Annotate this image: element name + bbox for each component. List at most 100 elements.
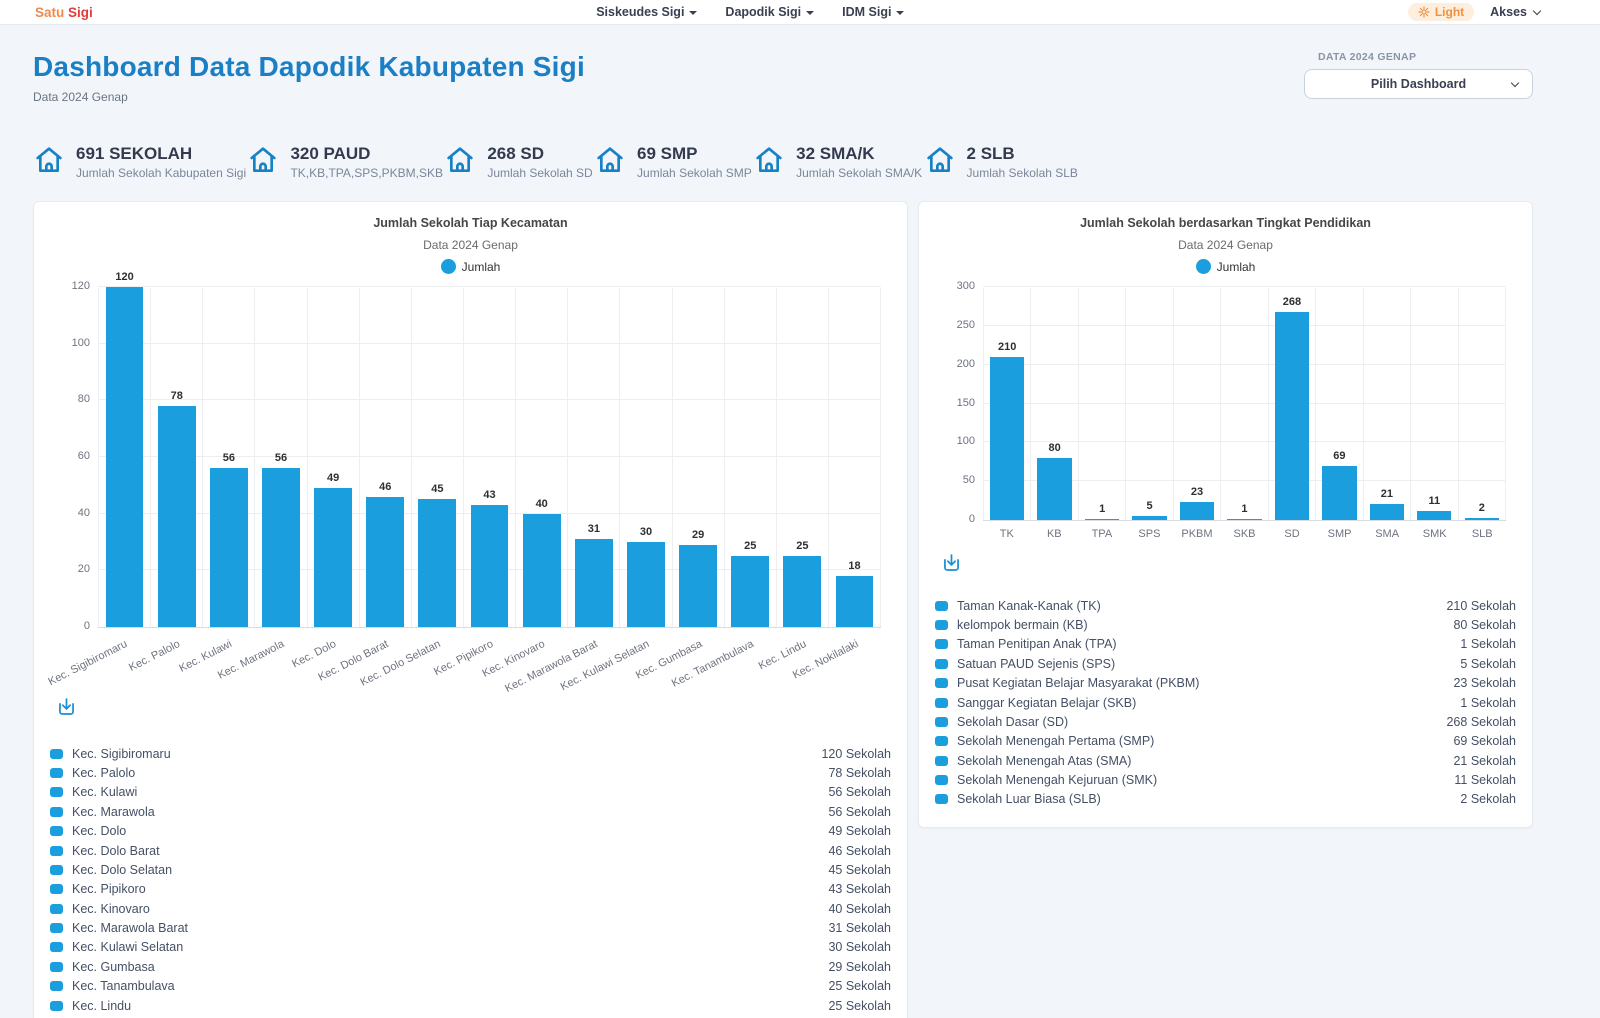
legend-list-item[interactable]: Kec. Lindu 25 Sekolah	[50, 996, 891, 1015]
legend-dot-icon	[440, 259, 456, 274]
legend-list-item[interactable]: Kec. Kinovaro 40 Sekolah	[50, 899, 891, 918]
chart-legend[interactable]: Jumlah	[50, 259, 891, 274]
download-chart-button[interactable]	[56, 696, 77, 720]
legend-list-item[interactable]: Kec. Pipikoro 43 Sekolah	[50, 880, 891, 899]
legend-list-item[interactable]: Taman Penitipan Anak (TPA) 1 Sekolah	[935, 635, 1516, 654]
akses-dropdown[interactable]: Akses	[1490, 5, 1542, 19]
y-axis-tick: 250	[956, 318, 975, 331]
bar[interactable]: 25	[783, 540, 822, 627]
bar[interactable]: 40	[522, 498, 561, 627]
legend-list-item[interactable]: Kec. Gumbasa 29 Sekolah	[50, 957, 891, 976]
bar-slot: 268	[1267, 288, 1315, 520]
home-icon	[36, 147, 62, 172]
bar[interactable]: 23	[1179, 486, 1215, 520]
legend-list-item[interactable]: Pusat Kegiatan Belajar Masyarakat (PKBM)…	[935, 674, 1516, 693]
gridline	[98, 456, 881, 457]
bar[interactable]: 210	[990, 341, 1025, 520]
legend-item-value: 40 Sekolah	[828, 901, 891, 916]
bar[interactable]: 1	[1227, 503, 1262, 520]
chart-legend[interactable]: Jumlah	[935, 259, 1516, 274]
bar[interactable]: 56	[209, 452, 248, 627]
page-header: Dashboard Data Dapodik Kabupaten Sigi Da…	[33, 51, 1533, 104]
legend-item-label: Kec. Dolo Selatan	[72, 862, 173, 877]
legend-list-item[interactable]: Sekolah Menengah Atas (SMA) 21 Sekolah	[935, 751, 1516, 770]
bar[interactable]: 11	[1417, 495, 1452, 520]
theme-toggle-button[interactable]: Light	[1407, 3, 1475, 21]
menu-item-dapodik[interactable]: Dapodik Sigi	[725, 5, 815, 19]
legend-list-item[interactable]: Taman Kanak-Kanak (TK) 210 Sekolah	[935, 596, 1516, 615]
bar[interactable]: 29	[679, 529, 718, 627]
x-axis-label: TK	[999, 528, 1014, 540]
legend-list-item[interactable]: Kec. Tanambulava 25 Sekolah	[50, 977, 891, 996]
x-axis-label: SKB	[1233, 528, 1256, 540]
legend-list-item[interactable]: Kec. Palolo 78 Sekolah	[50, 763, 891, 782]
legend-list-item[interactable]: kelompok bermain (KB) 80 Sekolah	[935, 615, 1516, 634]
legend-list-item[interactable]: Sekolah Luar Biasa (SLB) 2 Sekolah	[935, 790, 1516, 809]
bar[interactable]: 45	[418, 483, 457, 627]
bar-slot: 45	[410, 288, 463, 627]
menu-item-label: IDM Sigi	[842, 5, 892, 19]
legend-swatch-icon	[50, 1000, 63, 1011]
menu-item-idm[interactable]: IDM Sigi	[842, 5, 905, 19]
bar[interactable]: 69	[1322, 450, 1357, 520]
dashboard-select[interactable]: Pilih Dashboard	[1304, 69, 1533, 99]
bar[interactable]: 25	[731, 540, 770, 627]
bar[interactable]: 268	[1274, 296, 1310, 520]
legend-dot-icon	[1195, 259, 1211, 274]
legend-item-label: Sekolah Dasar (SD)	[957, 714, 1069, 729]
bar[interactable]: 2	[1464, 502, 1499, 520]
chart-subtitle: Data 2024 Genap	[423, 238, 518, 252]
bar[interactable]: 30	[627, 526, 665, 627]
x-axis-label: SLB	[1471, 528, 1493, 540]
chart-title: Jumlah Sekolah berdasarkan Tingkat Pendi…	[1080, 216, 1371, 230]
bar[interactable]: 56	[262, 452, 300, 627]
legend-list-item[interactable]: Kec. Marawola Barat 31 Sekolah	[50, 918, 891, 937]
caret-down-icon	[689, 11, 698, 15]
caret-down-icon	[806, 11, 815, 15]
home-icon	[756, 147, 782, 172]
legend-list-item[interactable]: Kec. Marawola 56 Sekolah	[50, 802, 891, 821]
legend-list-item[interactable]: Sekolah Dasar (SD) 268 Sekolah	[935, 712, 1516, 731]
bar[interactable]: 18	[835, 560, 874, 627]
bar[interactable]: 49	[314, 472, 353, 627]
bar-value-label: 2	[1478, 502, 1485, 514]
bar[interactable]: 31	[574, 523, 613, 627]
legend-list-item[interactable]: Kec. Dolo 49 Sekolah	[50, 822, 891, 841]
bar-value-label: 21	[1380, 488, 1393, 500]
x-axis-label: PKBM	[1181, 528, 1213, 540]
legend-list-item[interactable]: Kec. Sigibiromaru 120 Sekolah	[50, 744, 891, 763]
legend-swatch-icon	[50, 748, 63, 759]
menu-item-label: Dapodik Sigi	[725, 5, 802, 19]
bar[interactable]: 120	[105, 271, 144, 627]
legend-list-item[interactable]: Kec. Kulawi 56 Sekolah	[50, 783, 891, 802]
legend-list-item[interactable]: Sanggar Kegiatan Belajar (SKB) 1 Sekolah	[935, 693, 1516, 712]
download-chart-button[interactable]	[941, 552, 962, 576]
legend-item-label: Sanggar Kegiatan Belajar (SKB)	[957, 695, 1137, 710]
y-axis-tick: 20	[77, 563, 90, 576]
legend-item-label: Kec. Dolo Barat	[72, 843, 160, 858]
bar[interactable]: 78	[157, 390, 196, 627]
legend-list-item[interactable]: Sekolah Menengah Pertama (SMP) 69 Sekolah	[935, 732, 1516, 751]
bar[interactable]: 21	[1369, 488, 1405, 520]
bar-slot: 56	[254, 288, 306, 627]
legend-item-label: Kec. Palolo	[72, 766, 136, 781]
legend-list-item[interactable]: Satuan PAUD Sejenis (SPS) 5 Sekolah	[935, 654, 1516, 673]
bar-chart-kecamatan: 0 20 40 60 80 100 120 120 78 56 56 49 46 45 43 40 31 30 29…	[47, 271, 891, 695]
legend-list-item[interactable]: Kec. Dolo Barat 46 Sekolah	[50, 841, 891, 860]
bar[interactable]: 80	[1037, 442, 1072, 520]
brand-logo[interactable]: Satu Sigi	[35, 5, 93, 20]
legend-list-item[interactable]: Sekolah Menengah Kejuruan (SMK) 11 Sekola…	[935, 770, 1516, 789]
legend-list-item[interactable]: Kec. Dolo Selatan 45 Sekolah	[50, 860, 891, 879]
brand-sigi: Sigi	[68, 4, 93, 20]
bar-slot: 2	[1457, 288, 1505, 520]
bar[interactable]: 5	[1132, 500, 1167, 520]
stat-label: Jumlah Sekolah SMP	[637, 166, 752, 181]
bar[interactable]: 43	[470, 489, 509, 627]
bar[interactable]: 46	[366, 481, 405, 627]
y-axis-tick: 100	[956, 435, 975, 448]
stats-row: 691 SEKOLAH Jumlah Sekolah Kabupaten Sigi…	[33, 144, 1078, 181]
legend-list-item[interactable]: Kec. Kulawi Selatan 30 Sekolah	[50, 938, 891, 957]
bar[interactable]: 1	[1084, 503, 1120, 520]
theme-toggle-label: Light	[1434, 5, 1465, 19]
menu-item-siskeudes[interactable]: Siskeudes Sigi	[596, 5, 698, 19]
